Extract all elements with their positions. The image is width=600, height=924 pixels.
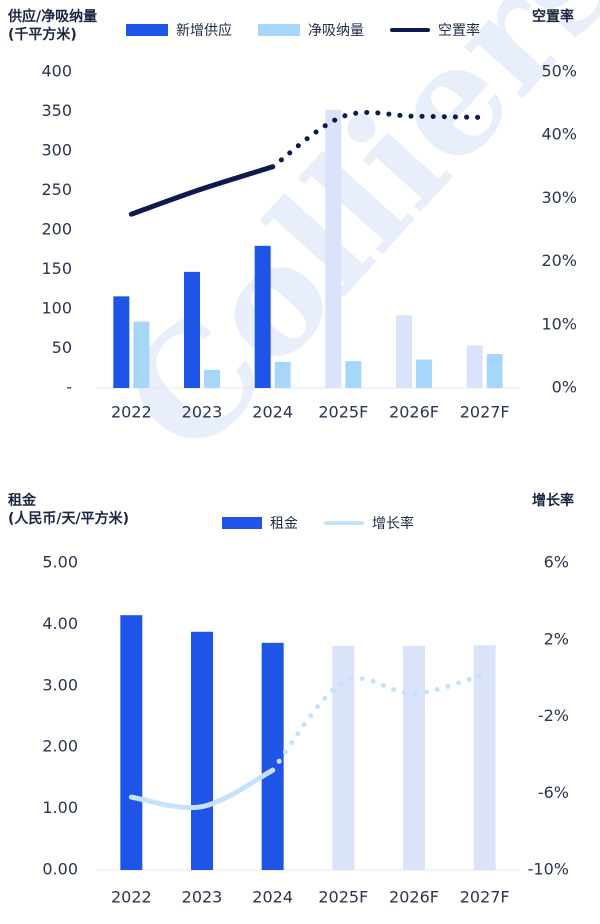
chart1-line-forecast xyxy=(270,109,488,170)
chart1-ytick-label: 100 xyxy=(41,299,72,318)
chart2-bar-primary xyxy=(473,645,496,870)
chart2-legend: 租金 增长率 xyxy=(222,513,440,533)
chart2-ytick-label: 3.00 xyxy=(42,675,78,694)
legend-swatch-rent xyxy=(222,517,262,529)
chart1-bar-secondary xyxy=(204,369,220,388)
chart1-ytick-label: 250 xyxy=(41,180,72,199)
chart1-line-actual xyxy=(128,164,276,217)
chart2-xtick-label: 2023 xyxy=(182,888,223,907)
chart2-ytick-label: 1.00 xyxy=(42,798,78,817)
chart1-ytick-label: 350 xyxy=(41,101,72,120)
chart1-bar-primary xyxy=(184,271,200,388)
chart1-y2tick-label: 0% xyxy=(552,378,577,397)
chart1-bar-primary xyxy=(466,345,483,388)
chart1-y2tick-label: 20% xyxy=(541,251,577,270)
chart1-bar-primary xyxy=(254,245,271,388)
chart1-bar-secondary xyxy=(274,361,291,388)
chart2-y2tick-label: 2% xyxy=(544,629,569,648)
chart1-left-axis-title-line2: (千平方米) xyxy=(8,27,77,43)
chart2-bar-primary xyxy=(403,645,425,870)
chart1-xtick-label: 2023 xyxy=(182,403,223,422)
chart2-line-forecast xyxy=(270,671,488,773)
chart1-left-axis-title: 供应/净吸纳量 (千平方米) xyxy=(8,8,97,44)
chart1-ytick-label: 200 xyxy=(41,220,72,239)
chart2-bar-primary xyxy=(332,645,355,870)
chart2-y2tick-label: -10% xyxy=(528,860,569,879)
chart2-y2tick-label: 6% xyxy=(544,553,569,572)
chart1-bar-primary xyxy=(396,315,412,388)
chart2-ytick-label: 0.00 xyxy=(42,860,78,879)
chart2-bar-primary xyxy=(261,642,284,870)
legend-item-supply: 新增供应 xyxy=(126,20,232,40)
chart1-bar-secondary xyxy=(416,359,432,388)
chart1-xtick-label: 2027F xyxy=(460,403,510,422)
chart2-bar-primary xyxy=(120,615,143,870)
chart2-xtick-label: 2027F xyxy=(460,888,510,907)
chart2-y2tick-label: -6% xyxy=(538,783,569,802)
chart1-ytick-label: 300 xyxy=(41,141,72,160)
chart1-xtick-label: 2026F xyxy=(389,403,439,422)
chart2-xtick-label: 2026F xyxy=(389,888,439,907)
legend-label-vacancy: 空置率 xyxy=(438,23,480,39)
chart1-bar-secondary xyxy=(345,361,362,388)
chart2-left-axis-title-line2: (人民币/天/平方米) xyxy=(8,511,130,527)
legend-item-rent: 租金 xyxy=(222,513,298,533)
legend-item-vacancy: 空置率 xyxy=(390,20,480,40)
legend-label-supply: 新增供应 xyxy=(176,23,232,39)
chart2-xtick-label: 2022 xyxy=(111,888,152,907)
chart2-ytick-label: 5.00 xyxy=(42,553,78,572)
chart1-y2tick-label: 30% xyxy=(541,188,577,207)
chart1-xtick-label: 2022 xyxy=(111,403,152,422)
chart2-line-actual xyxy=(128,767,276,811)
legend-swatch-vacancy xyxy=(390,28,430,32)
chart2-left-axis-title-line1: 租金 xyxy=(8,493,36,509)
legend-item-growth: 增长率 xyxy=(324,513,414,533)
chart1-right-axis-title: 空置率 xyxy=(532,9,574,25)
chart2-xtick-label: 2025F xyxy=(318,888,368,907)
chart2-bar-primary xyxy=(191,631,213,870)
chart2-xtick-label: 2024 xyxy=(252,888,293,907)
chart1-ytick-label: 400 xyxy=(41,62,72,81)
chart1-y2tick-label: 10% xyxy=(541,314,577,333)
chart2-left-axis-title: 租金 (人民币/天/平方米) xyxy=(8,492,129,528)
chart2-ytick-label: 4.00 xyxy=(42,614,78,633)
legend-swatch-supply xyxy=(126,24,168,36)
legend-swatch-absorption xyxy=(258,24,300,36)
chart1-bar-secondary xyxy=(133,321,150,388)
legend-label-growth: 增长率 xyxy=(372,516,414,532)
chart1-y2tick-label: 40% xyxy=(541,125,577,144)
chart2-y2tick-label: -2% xyxy=(538,706,569,725)
chart2-right-axis-title: 增长率 xyxy=(532,493,574,509)
chart1-bar-primary xyxy=(325,109,342,389)
legend-label-absorption: 净吸纳量 xyxy=(308,23,364,39)
chart1-ytick-label: 50 xyxy=(52,338,72,357)
chart1-bar-primary xyxy=(113,296,130,388)
legend-label-rent: 租金 xyxy=(270,516,298,532)
legend-item-absorption: 净吸纳量 xyxy=(258,20,364,40)
chart1-xtick-label: 2024 xyxy=(252,403,293,422)
chart1-bar-secondary xyxy=(486,354,503,388)
chart1-left-axis-title-line1: 供应/净吸纳量 xyxy=(8,9,98,25)
chart1-y2tick-label: 50% xyxy=(541,62,577,81)
chart1-ytick-label: 150 xyxy=(41,259,72,278)
chart1-legend: 新增供应 净吸纳量 空置率 xyxy=(126,20,506,40)
chart1-xtick-label: 2025F xyxy=(318,403,368,422)
chart1-ytick-label: - xyxy=(66,378,72,397)
chart2-ytick-label: 2.00 xyxy=(42,737,78,756)
legend-swatch-growth xyxy=(324,521,364,525)
